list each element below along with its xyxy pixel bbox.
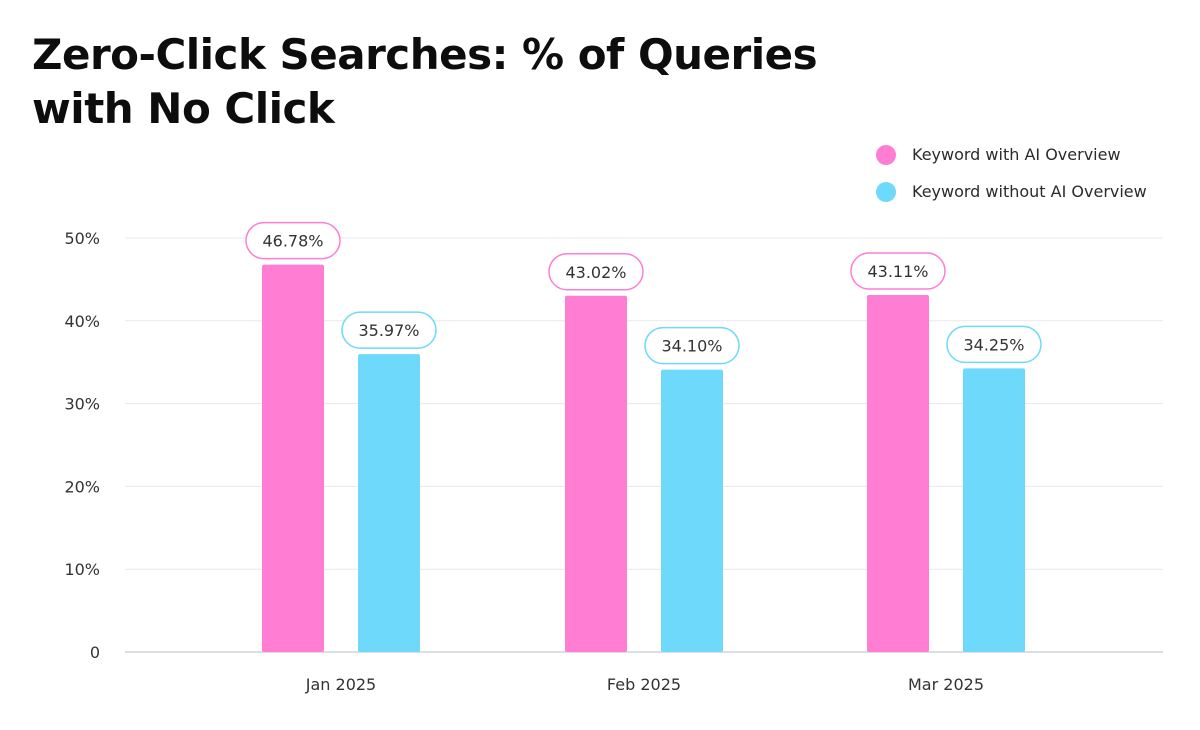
data-label-pill <box>548 253 644 291</box>
legend-label-without-ai: Keyword without AI Overview <box>912 182 1147 201</box>
data-label: 43.02% <box>565 263 626 282</box>
data-label-pill <box>946 325 1042 364</box>
bar <box>963 368 1025 652</box>
y-tick-label: 30% <box>64 395 100 414</box>
legend-label-with-ai: Keyword with AI Overview <box>912 145 1121 164</box>
x-tick-label: Feb 2025 <box>607 675 681 694</box>
legend-item-with-ai: Keyword with AI Overview <box>876 136 1186 173</box>
legend-swatch-without-ai <box>876 181 896 202</box>
y-tick-label: 50% <box>64 229 100 248</box>
data-label-pill <box>644 326 740 365</box>
data-label: 34.25% <box>963 335 1024 354</box>
x-tick-label: Mar 2025 <box>908 675 984 694</box>
data-label: 46.78% <box>262 232 323 251</box>
bar <box>867 295 929 652</box>
bar <box>661 369 723 652</box>
y-tick-label: 10% <box>64 560 100 579</box>
legend-swatch-with-ai <box>876 144 896 165</box>
bar <box>565 295 627 652</box>
y-tick-label: 0 <box>90 643 100 662</box>
legend: Keyword with AI Overview Keyword without… <box>876 136 1186 210</box>
data-label-pill <box>341 311 437 349</box>
y-tick-label: 40% <box>64 312 100 331</box>
chart-title: Zero-Click Searches: % of Queries with N… <box>32 30 818 133</box>
x-tick-label: Jan 2025 <box>305 675 376 694</box>
legend-item-without-ai: Keyword without AI Overview <box>876 173 1186 210</box>
data-label-pill <box>850 252 946 290</box>
data-label: 35.97% <box>358 321 419 340</box>
y-tick-label: 20% <box>64 477 100 496</box>
data-label: 43.11% <box>867 262 928 281</box>
data-label-pill <box>245 221 341 260</box>
bar <box>262 264 324 652</box>
data-label: 34.10% <box>661 337 722 356</box>
bar <box>358 354 420 652</box>
